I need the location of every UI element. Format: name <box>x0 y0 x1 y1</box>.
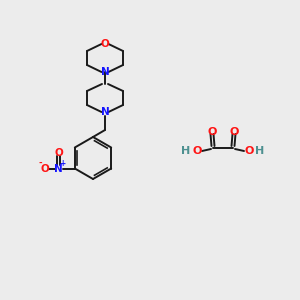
Text: N: N <box>100 107 109 117</box>
Text: N: N <box>54 164 63 173</box>
Text: +: + <box>60 159 66 168</box>
Text: N: N <box>100 67 109 77</box>
Text: O: O <box>192 146 202 156</box>
Text: O: O <box>40 164 49 173</box>
Text: O: O <box>54 148 63 158</box>
Text: -: - <box>38 159 42 168</box>
Text: O: O <box>207 127 217 137</box>
Text: O: O <box>100 39 109 49</box>
Text: O: O <box>229 127 239 137</box>
Text: H: H <box>255 146 265 156</box>
Text: O: O <box>244 146 254 156</box>
Text: H: H <box>182 146 190 156</box>
